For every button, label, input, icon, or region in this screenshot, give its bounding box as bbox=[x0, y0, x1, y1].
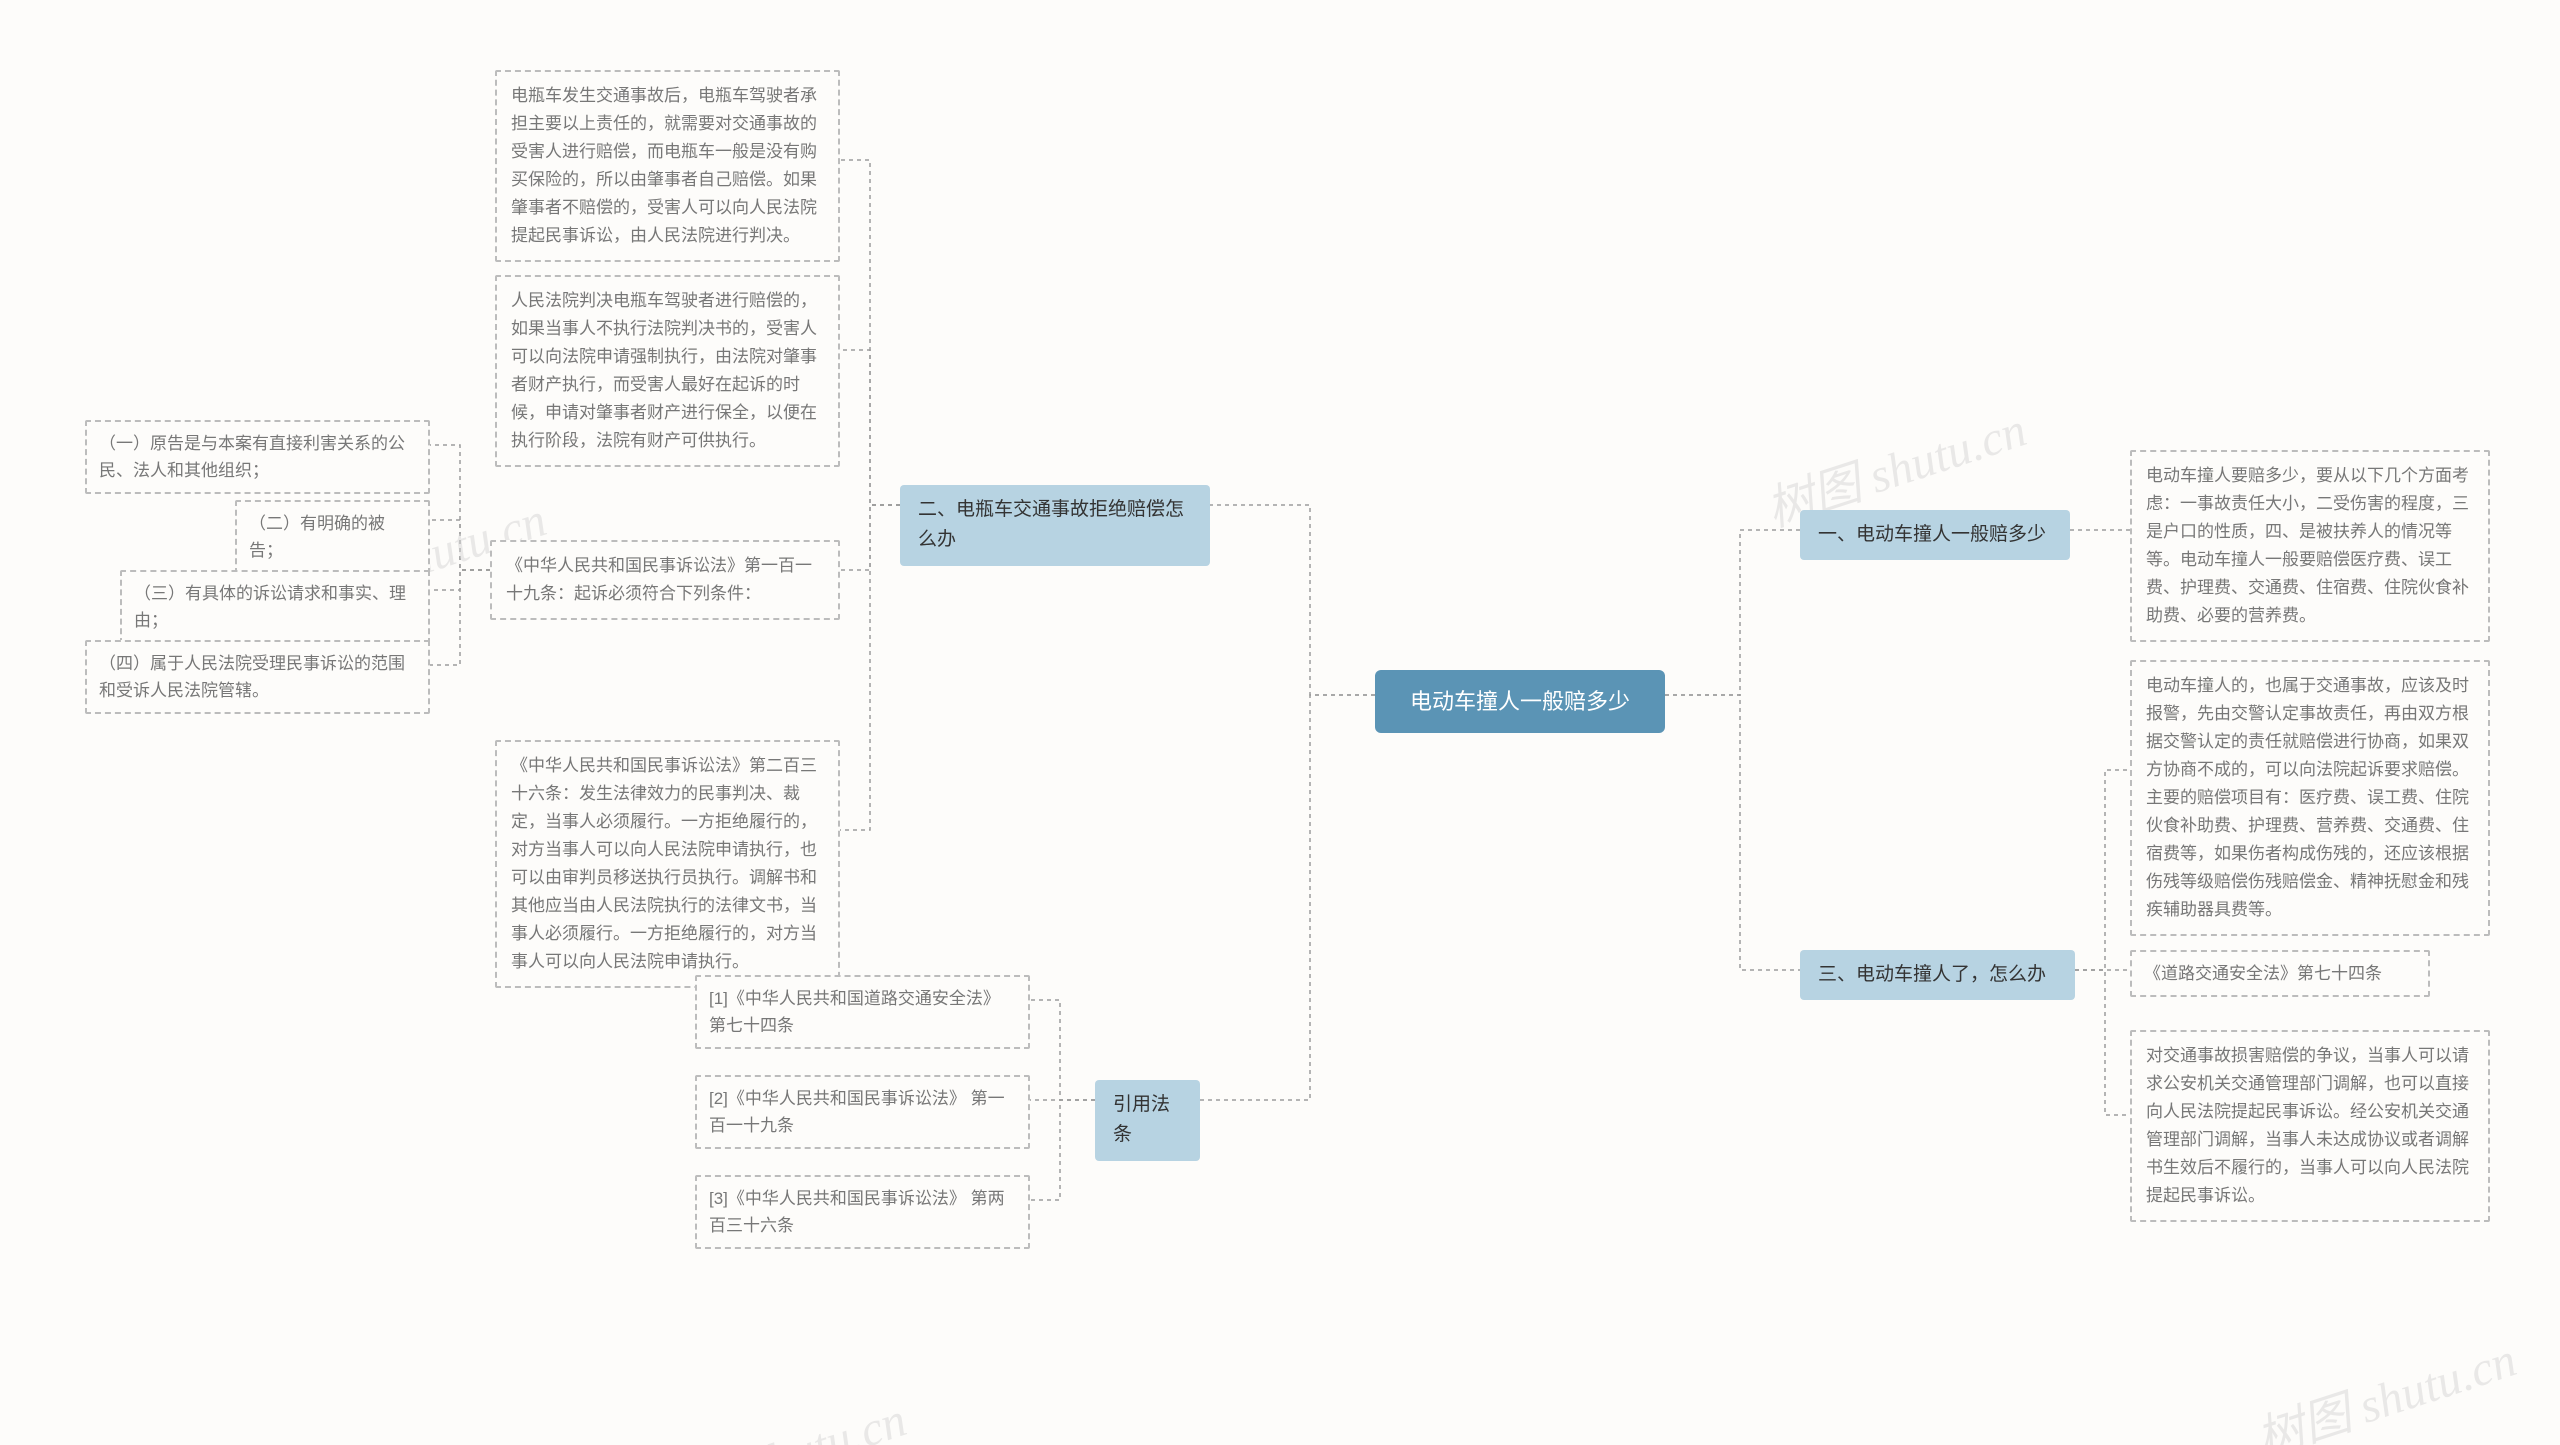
leaf-119-1: （一）原告是与本案有直接利害关系的公民、法人和其他组织； bbox=[85, 420, 430, 494]
leaf-119-3: （三）有具体的诉讼请求和事实、理由； bbox=[120, 570, 430, 644]
leaf-b1-1: 电动车撞人要赔多少，要从以下几个方面考虑：一事故责任大小，二受伤害的程度，三是户… bbox=[2130, 450, 2490, 642]
branch-2[interactable]: 二、电瓶车交通事故拒绝赔偿怎么办 bbox=[900, 485, 1210, 566]
leaf-b2-2: 人民法院判决电瓶车驾驶者进行赔偿的，如果当事人不执行法院判决书的，受害人可以向法… bbox=[495, 275, 840, 467]
leaf-b2-236: 《中华人民共和国民事诉讼法》第二百三十六条：发生法律效力的民事判决、裁定，当事人… bbox=[495, 740, 840, 988]
watermark: 树图 shutu.cn bbox=[2246, 1320, 2524, 1445]
branch-cite[interactable]: 引用法条 bbox=[1095, 1080, 1200, 1161]
leaf-cite-2: [2]《中华人民共和国民事诉讼法》 第一百一十九条 bbox=[695, 1075, 1030, 1149]
watermark: 树图 shutu.cn bbox=[636, 1380, 914, 1445]
leaf-b3-2: 《道路交通安全法》第七十四条 bbox=[2130, 950, 2430, 997]
leaf-b2-sub119: 《中华人民共和国民事诉讼法》第一百一十九条：起诉必须符合下列条件： bbox=[490, 540, 840, 620]
leaf-b2-1: 电瓶车发生交通事故后，电瓶车驾驶者承担主要以上责任的，就需要对交通事故的受害人进… bbox=[495, 70, 840, 262]
leaf-b3-1: 电动车撞人的，也属于交通事故，应该及时报警，先由交警认定事故责任，再由双方根据交… bbox=[2130, 660, 2490, 936]
leaf-119-2: （二）有明确的被告； bbox=[235, 500, 430, 574]
branch-1[interactable]: 一、电动车撞人一般赔多少 bbox=[1800, 510, 2070, 560]
leaf-cite-3: [3]《中华人民共和国民事诉讼法》 第两百三十六条 bbox=[695, 1175, 1030, 1249]
leaf-b3-3: 对交通事故损害赔偿的争议，当事人可以请求公安机关交通管理部门调解，也可以直接向人… bbox=[2130, 1030, 2490, 1222]
leaf-cite-1: [1]《中华人民共和国道路交通安全法》 第七十四条 bbox=[695, 975, 1030, 1049]
branch-3[interactable]: 三、电动车撞人了，怎么办 bbox=[1800, 950, 2075, 1000]
root-node[interactable]: 电动车撞人一般赔多少 bbox=[1375, 670, 1665, 733]
leaf-119-4: （四）属于人民法院受理民事诉讼的范围和受诉人民法院管辖。 bbox=[85, 640, 430, 714]
